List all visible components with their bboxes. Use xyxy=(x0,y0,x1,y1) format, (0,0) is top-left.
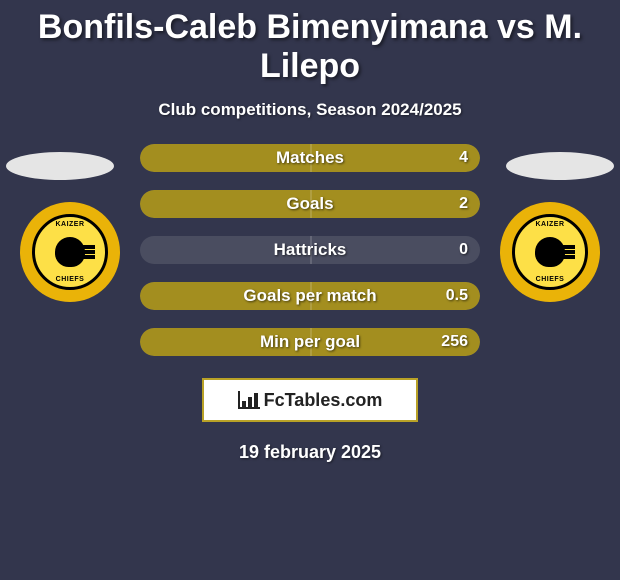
subtitle: Club competitions, Season 2024/2025 xyxy=(0,100,620,120)
bar-chart-icon xyxy=(238,391,260,409)
stat-bar: Goals per match 0.5 xyxy=(140,282,480,310)
kaizer-chiefs-crest-icon: KAIZER CHIEFS xyxy=(32,214,108,290)
stat-bar: Hattricks 0 xyxy=(140,236,480,264)
stat-label: Min per goal xyxy=(260,332,360,352)
crest-text-top: KAIZER xyxy=(535,221,564,228)
stat-label: Matches xyxy=(276,148,344,168)
stat-bars: Matches 4 Goals 2 Hattricks 0 Goals per match 0… xyxy=(140,144,480,356)
stat-label: Hattricks xyxy=(274,240,347,260)
club-badge-left: KAIZER CHIEFS xyxy=(20,202,120,302)
stat-value: 4 xyxy=(459,149,468,167)
crest-text-bottom: CHIEFS xyxy=(56,276,85,283)
date-label: 19 february 2025 xyxy=(0,442,620,463)
stat-label: Goals xyxy=(286,194,333,214)
stat-bar: Goals 2 xyxy=(140,190,480,218)
brand-label: FcTables.com xyxy=(264,390,383,411)
stat-value: 0.5 xyxy=(446,287,468,305)
crest-text-bottom: CHIEFS xyxy=(536,276,565,283)
kaizer-chiefs-crest-icon: KAIZER CHIEFS xyxy=(512,214,588,290)
player-right-slot xyxy=(506,152,614,180)
stat-value: 2 xyxy=(459,195,468,213)
stat-value: 0 xyxy=(459,241,468,259)
comparison-panel: KAIZER CHIEFS KAIZER CHIEFS Matches 4 Goal… xyxy=(0,144,620,356)
page-title: Bonfils-Caleb Bimenyimana vs M. Lilepo xyxy=(0,0,620,86)
crest-text-top: KAIZER xyxy=(55,221,84,228)
club-badge-right: KAIZER CHIEFS xyxy=(500,202,600,302)
stat-bar: Min per goal 256 xyxy=(140,328,480,356)
player-left-slot xyxy=(6,152,114,180)
stat-bar: Matches 4 xyxy=(140,144,480,172)
fctables-logo: FcTables.com xyxy=(202,378,418,422)
stat-label: Goals per match xyxy=(243,286,376,306)
stat-value: 256 xyxy=(441,333,468,351)
